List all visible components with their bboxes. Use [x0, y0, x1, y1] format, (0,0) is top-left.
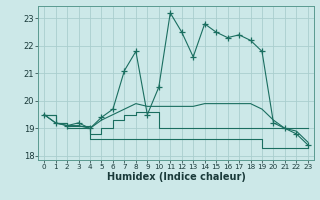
X-axis label: Humidex (Indice chaleur): Humidex (Indice chaleur)	[107, 172, 245, 182]
